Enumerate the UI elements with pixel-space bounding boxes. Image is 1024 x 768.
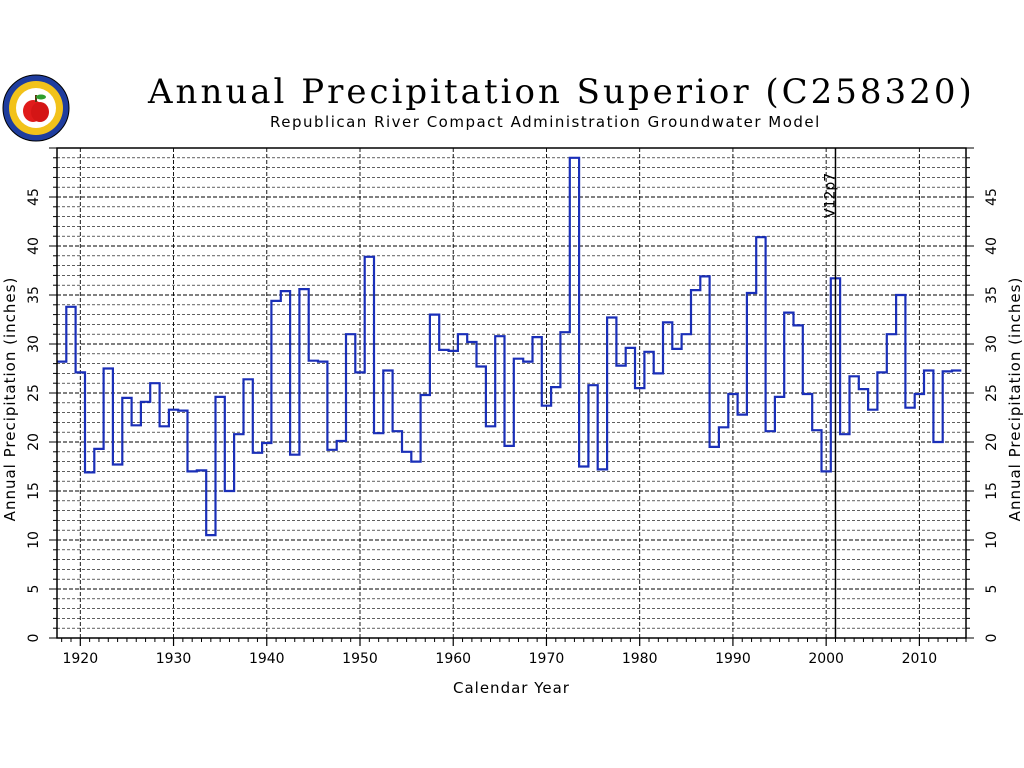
y-tick-label-left: 45 — [26, 188, 42, 206]
series-group — [57, 156, 962, 537]
y-axis-title-right: Annual Precipitation (inches) — [1006, 277, 1024, 522]
tick-marks — [49, 147, 974, 646]
y-axis-title-left: Annual Precipitation (inches) — [1, 277, 19, 522]
y-tick-label-right: 25 — [984, 384, 1000, 402]
y-tick-label-right: 15 — [984, 482, 1000, 500]
x-tick-label: 1990 — [715, 651, 751, 667]
x-tick-label: 1930 — [156, 651, 192, 667]
annotation-group: V12p7 — [822, 148, 838, 638]
x-tick-label: 1980 — [622, 651, 658, 667]
y-tick-label-left: 5 — [26, 585, 42, 594]
chart-subtitle: Republican River Compact Administration … — [270, 113, 821, 131]
y-tick-label-right: 5 — [984, 585, 1000, 594]
y-tick-label-left: 20 — [26, 433, 42, 451]
y-tick-label-right: 45 — [984, 188, 1000, 206]
x-tick-label: 1950 — [342, 651, 378, 667]
plot-frame — [56, 147, 967, 639]
y-tick-label-left: 25 — [26, 384, 42, 402]
y-tick-label-right: 20 — [984, 433, 1000, 451]
organization-logo — [0, 72, 72, 148]
y-tick-label-left: 35 — [26, 286, 42, 304]
series-line — [57, 156, 962, 537]
y-tick-label-right: 40 — [984, 237, 1000, 255]
chart-title: Annual Precipitation Superior (C258320) — [148, 72, 975, 112]
y-tick-label-left: 15 — [26, 482, 42, 500]
tick-labels: 1920 1930 1940 1950 1960 1970 1980 1990 2000 2010… — [26, 188, 1000, 667]
y-tick-label-left: 40 — [26, 237, 42, 255]
y-tick-label-right: 10 — [984, 531, 1000, 549]
x-tick-label: 1920 — [62, 651, 98, 667]
major-gridlines — [57, 148, 966, 638]
y-tick-label-right: 35 — [984, 286, 1000, 304]
y-tick-label-right: 30 — [984, 335, 1000, 353]
x-tick-label: 2010 — [902, 651, 938, 667]
y-tick-label-left: 0 — [26, 634, 42, 643]
y-tick-label-left: 10 — [26, 531, 42, 549]
minor-gridlines — [57, 157, 966, 629]
x-tick-label: 1960 — [435, 651, 471, 667]
x-tick-label: 1970 — [529, 651, 565, 667]
x-axis-title: Calendar Year — [453, 679, 570, 697]
y-tick-label-right: 0 — [984, 634, 1000, 643]
x-tick-label: 1940 — [249, 651, 285, 667]
y-tick-label-left: 30 — [26, 335, 42, 353]
annotation-label: V12p7 — [822, 173, 838, 218]
x-tick-label: 2000 — [808, 651, 844, 667]
